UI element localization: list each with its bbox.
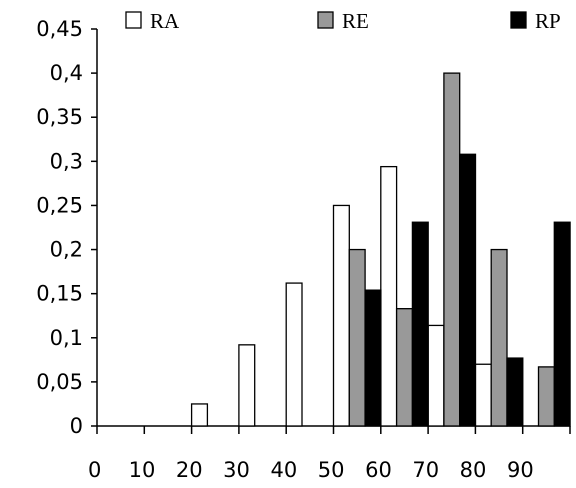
x-tick-label: 30 [223,458,250,482]
y-tick-label: 0 [70,414,83,438]
bar-ra [285,282,303,427]
x-tick-label: 90 [507,458,534,482]
x-tick-label: 40 [270,458,297,482]
bar-ra [474,363,492,427]
y-tick-label: 0,15 [36,282,83,306]
bar-ra [427,324,445,427]
bar-re [490,248,508,427]
bar-ra [380,165,398,427]
x-tick-label: 0 [88,458,101,482]
bar-re [395,308,414,427]
bar-ra [190,403,209,427]
bar-re [537,366,555,427]
y-axis: 0 0,05 0,1 0,15 0,2 0,25 0,3 0,35 0,4 0,45 [36,17,98,438]
x-tick-label: 10 [129,458,156,482]
x-axis: 0 10 20 30 40 50 60 70 80 90 [88,425,571,482]
bar-rp [506,357,524,427]
y-tick-label: 0,1 [50,326,83,350]
legend-label-rp: RP [535,9,561,33]
y-tick-label: 0,05 [36,370,83,394]
y-tick-label: 0,3 [50,149,83,173]
y-tick-label: 0,45 [36,17,83,41]
x-tick-label: 70 [412,458,439,482]
x-tick-label: 80 [460,458,487,482]
x-tick-label: 50 [318,458,345,482]
y-tick-label: 0,4 [50,61,83,85]
bar-ra [332,204,350,427]
legend-label-ra: RA [150,9,180,33]
legend-swatch-re [317,11,334,29]
y-tick-label: 0,25 [36,193,83,217]
legend: RA RE RP [125,9,561,33]
legend-swatch-rp [510,11,527,29]
bar-ra [238,344,256,427]
bar-re [348,248,366,427]
bar-re [443,72,461,427]
legend-label-re: RE [342,9,369,33]
legend-swatch-ra [125,11,142,29]
x-tick-label: 20 [176,458,203,482]
x-tick-label: 60 [365,458,392,482]
y-tick-label: 0,2 [50,238,83,262]
bar-rp [411,221,429,427]
y-tick-label: 0,35 [36,105,83,129]
bar-rp [553,221,571,427]
bar-rp [459,153,477,427]
bar-rp [364,289,382,427]
bars [190,72,571,427]
